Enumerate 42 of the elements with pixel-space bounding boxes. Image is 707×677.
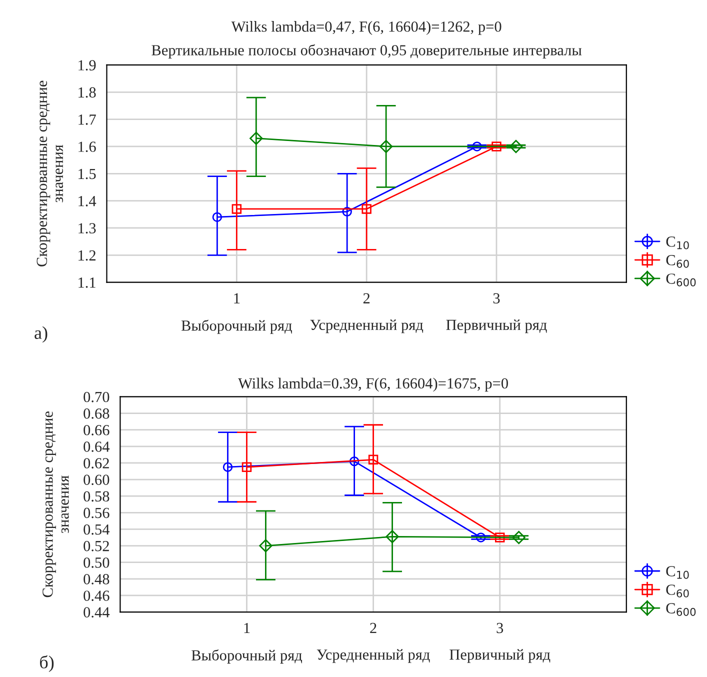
legend-label: C$_{600}$ xyxy=(666,274,696,286)
text: а) xyxy=(34,326,48,343)
legend-label: C$_{60}$ xyxy=(666,255,689,268)
y-tick-label: 0.56 xyxy=(84,508,110,518)
y-tick-label: 0.68 xyxy=(84,408,110,419)
y-tick-label: 0.50 xyxy=(84,557,110,568)
legend-label: C$_{60}$ xyxy=(666,584,689,598)
x-tick-label: 2 Усредненный ряд xyxy=(316,622,430,663)
y-tick-label: 0.64 xyxy=(84,442,110,452)
y-tick-label: 0.46 xyxy=(84,590,110,601)
chart-title: Wilks lambda=0,47, F(6, 16604)=1262, p=0 xyxy=(231,21,502,35)
chart-title: Wilks lambda=0.39, F(6, 16604)=1675, p=0 xyxy=(238,378,508,392)
text: б) xyxy=(40,655,54,672)
x-tick-label: 2 Усредненный ряд xyxy=(310,293,424,334)
x-tick-label: 1 Выборочный ряд xyxy=(192,622,302,664)
y-axis-title: Скорректированные средние значения xyxy=(42,412,69,598)
y-tick-label: 1.6 xyxy=(78,142,96,152)
y-tick-label: 0.62 xyxy=(84,458,109,468)
y-tick-label: 1.4 xyxy=(78,196,96,206)
legend-label: C$_{600}$ xyxy=(666,603,696,616)
y-tick-label: 0.44 xyxy=(84,607,110,618)
chart-subtitle: Вертикальные полосы обозначают 0,95 доверительные интервалы xyxy=(152,44,582,58)
y-tick-label: 1.8 xyxy=(78,87,96,98)
x-tick-label: 3 Первичный ряд xyxy=(446,293,547,334)
y-tick-label: 0.52 xyxy=(84,540,109,552)
y-tick-label: 1.2 xyxy=(78,250,96,261)
legend-label: C$_{10}$ xyxy=(666,236,689,250)
y-tick-label: 1.3 xyxy=(78,223,96,234)
y-tick-label: 1.9 xyxy=(78,60,96,71)
y-tick-label: 0.58 xyxy=(84,491,110,502)
y-tick-label: 1.7 xyxy=(78,114,96,125)
y-tick-label: 0.48 xyxy=(84,574,110,584)
y-tick-label: 1.5 xyxy=(78,168,96,180)
y-tick-label: 0.60 xyxy=(84,474,110,486)
y-tick-label: 0.66 xyxy=(84,424,110,436)
y-tick-label: 1.1 xyxy=(78,278,96,288)
x-tick-label: 3 Первичный ряд xyxy=(450,622,550,663)
y-tick-label: 0.70 xyxy=(84,392,110,402)
legend-label: C$_{10}$ xyxy=(666,566,689,579)
y-axis-title: Скорректированные средние значения xyxy=(36,80,64,266)
y-tick-label: 0.54 xyxy=(84,524,110,535)
x-tick-label: 1 Выборочный ряд xyxy=(181,293,292,334)
